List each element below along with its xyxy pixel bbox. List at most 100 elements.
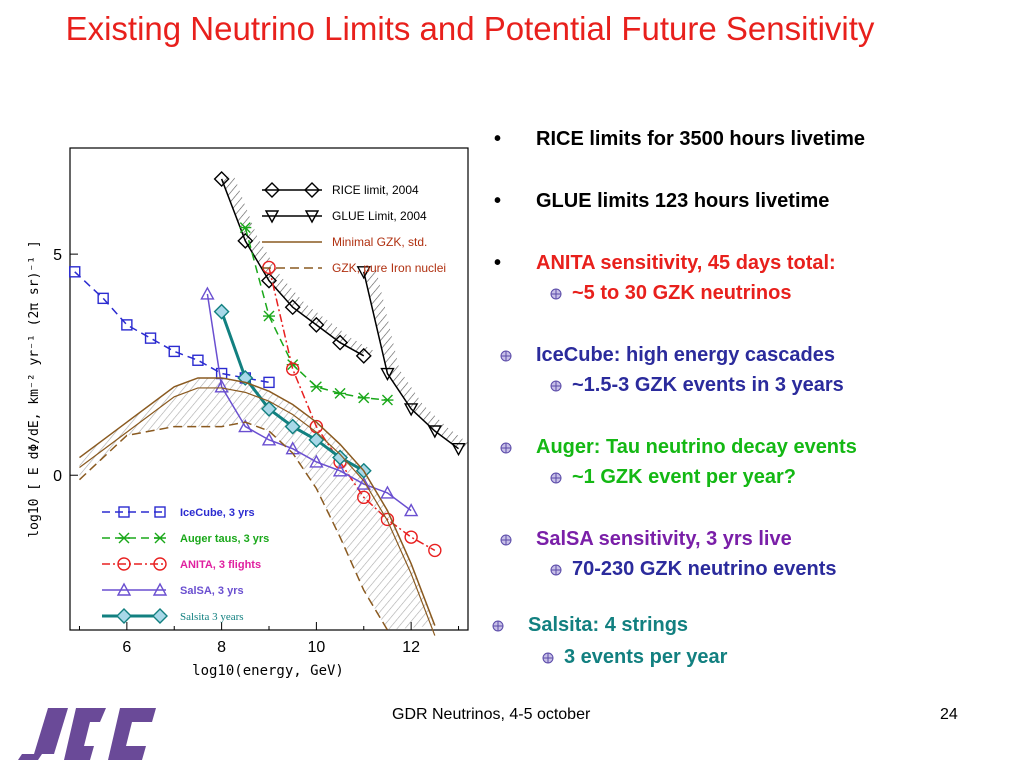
legend-marker — [152, 582, 168, 596]
footer-text: GDR Neutrinos, 4-5 october — [392, 706, 591, 723]
marker-glue-limit-2004 — [451, 442, 466, 457]
legend-marker — [118, 506, 130, 518]
bullet-text: IceCube: high energy cascades — [536, 344, 836, 366]
legend-top-label: Minimal GZK, std. — [332, 235, 427, 249]
series-salsa-3-yrs — [200, 286, 419, 517]
legend-marker — [116, 582, 132, 596]
series-line — [268, 267, 436, 552]
marker-glue-limit-2004 — [380, 367, 395, 381]
legend-top-label: GLUE Limit, 2004 — [332, 209, 427, 223]
legend-marker — [118, 532, 130, 544]
series-hatch — [363, 267, 471, 449]
legend-bottom-item: Auger taus, 3 yrs — [102, 532, 269, 545]
marker-anita-3-flights — [357, 490, 371, 505]
marker-icecube-3-yrs — [121, 319, 133, 331]
slide-number: 24 — [940, 706, 958, 723]
legend-marker-salsita — [152, 608, 168, 624]
sub-bullet-text: 70-230 GZK neutrino events — [572, 558, 837, 580]
series-glue-limit-2004 — [356, 266, 471, 457]
marker-glue-limit-2004 — [427, 425, 443, 439]
series-minimal-gzk-std- — [79, 377, 436, 636]
legend-bottom-item: Salsita 3 years — [102, 608, 244, 624]
globe-bullet-icon — [500, 350, 512, 362]
globe-bullet-icon — [500, 442, 512, 454]
series-line — [78, 421, 389, 631]
globe-bullet-icon — [542, 652, 554, 664]
marker-auger-taus-3-yrs — [334, 387, 347, 399]
y-tick-label: 5 — [53, 247, 62, 264]
legend-marker — [264, 210, 280, 224]
x-tick-label: 6 — [122, 639, 131, 656]
x-tick-label: 8 — [217, 639, 226, 656]
marker-salsita-3-years — [308, 431, 325, 448]
y-axis-label: log10 [ E dΦ/dE, km⁻² yr⁻¹ (2π sr)⁻¹ ] — [27, 240, 42, 537]
legend-marker — [153, 557, 167, 571]
marker-salsita-3-years — [261, 400, 277, 417]
marker-salsa-3-yrs — [356, 476, 371, 490]
slide-title: Existing Neutrino Limits and Potential F… — [65, 10, 875, 47]
legend-bottom-label: ANITA, 3 flights — [180, 559, 261, 571]
globe-bullet-icon — [550, 288, 562, 300]
bullet-text: GLUE limits 123 hours livetime — [536, 190, 830, 212]
legend-marker — [154, 506, 166, 518]
y-tick-label: 0 — [53, 468, 62, 485]
series-rice-limit-2004 — [213, 170, 376, 364]
bullet-dot: • — [494, 190, 502, 212]
bullet-text: SalSA sensitivity, 3 yrs live — [536, 528, 792, 550]
bullet-text: Salsita: 4 strings — [528, 614, 689, 636]
marker-salsita-3-years — [332, 449, 349, 466]
bullet-text: ANITA sensitivity, 45 days total: — [536, 252, 836, 274]
marker-salsa-3-yrs — [309, 454, 324, 468]
series-line-lower — [79, 387, 436, 636]
legend-top-item: Minimal GZK, std. — [262, 235, 427, 249]
marker-icecube-3-yrs — [263, 376, 275, 389]
legend-bottom-label: SalSA, 3 yrs — [180, 585, 244, 597]
marker-glue-limit-2004 — [403, 403, 419, 417]
marker-rice-limit-2004 — [308, 316, 325, 333]
marker-icecube-3-yrs — [69, 266, 81, 278]
legend-top-item: RICE limit, 2004 — [262, 182, 419, 198]
legend-bottom-item: ANITA, 3 flights — [102, 557, 261, 571]
marker-rice-limit-2004 — [355, 347, 372, 364]
globe-bullet-icon — [550, 472, 562, 484]
legend-top-item: GZK, pure Iron nuclei — [262, 261, 446, 275]
marker-salsa-3-yrs — [403, 503, 419, 517]
legend-marker — [117, 557, 131, 571]
marker-icecube-3-yrs — [144, 332, 157, 344]
marker-rice-limit-2004 — [332, 334, 349, 351]
marker-salsita-3-years — [213, 303, 230, 320]
legend-marker — [154, 532, 166, 544]
marker-rice-limit-2004 — [213, 170, 230, 187]
marker-anita-3-flights — [285, 362, 300, 376]
marker-salsa-3-yrs — [214, 379, 229, 393]
cac-logo — [18, 708, 156, 760]
series-anita-3-flights — [262, 260, 442, 558]
globe-bullet-icon — [500, 534, 512, 546]
series-line — [79, 377, 436, 626]
marker-auger-taus-3-yrs — [310, 381, 323, 393]
series-hatch — [221, 174, 376, 356]
legend-marker — [264, 182, 280, 198]
legend-bottom-item: SalSA, 3 yrs — [102, 582, 244, 597]
marker-salsa-3-yrs — [261, 432, 277, 446]
marker-auger-taus-3-yrs — [263, 310, 275, 322]
bullet-dot: • — [494, 128, 502, 150]
series-auger-taus-3-yrs — [239, 222, 394, 406]
marker-glue-limit-2004 — [356, 266, 371, 280]
marker-rice-limit-2004 — [284, 299, 301, 316]
legend-marker-salsita — [116, 608, 132, 624]
series-line — [220, 178, 365, 357]
marker-icecube-3-yrs — [192, 354, 204, 366]
sub-bullet-text: ~1.5-3 GZK events in 3 years — [572, 374, 844, 396]
bullet-text: Auger: Tau neutrino decay events — [536, 436, 857, 458]
marker-salsita-3-years — [284, 418, 301, 435]
legend-top-label: GZK, pure Iron nuclei — [332, 261, 446, 275]
sub-bullet-text: 3 events per year — [564, 646, 728, 668]
sub-bullet-text: ~1 GZK event per year? — [572, 466, 796, 488]
marker-salsa-3-yrs — [200, 286, 215, 300]
x-axis-label: log10(energy, GeV) — [192, 663, 344, 679]
marker-icecube-3-yrs — [168, 345, 180, 358]
gzk-band — [79, 377, 435, 630]
marker-auger-taus-3-yrs — [239, 222, 252, 234]
marker-rice-limit-2004 — [261, 272, 277, 289]
